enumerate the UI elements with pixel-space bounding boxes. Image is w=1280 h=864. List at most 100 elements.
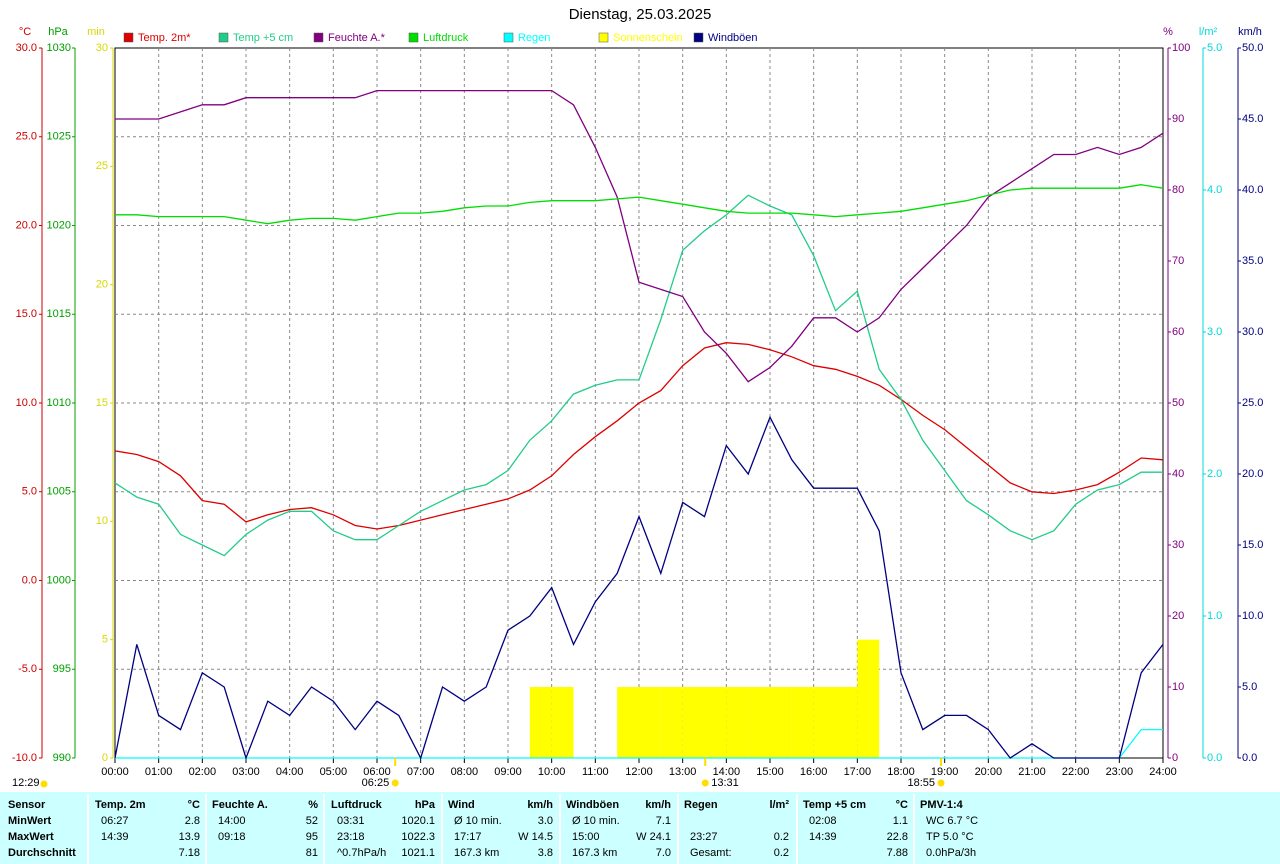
sun-icon xyxy=(937,779,945,787)
sunshine-bar xyxy=(660,687,683,758)
y-tick-label: 0.0 xyxy=(1207,752,1222,764)
table-corner: Sensor xyxy=(8,799,46,811)
y-tick-label: 45.0 xyxy=(1242,113,1263,125)
y-tick-label: 20.0 xyxy=(1242,468,1263,480)
series-line xyxy=(115,184,1164,225)
cell-right: W 24.1 xyxy=(636,831,671,843)
x-tick-label: 17:00 xyxy=(844,766,872,778)
sunshine-bar xyxy=(748,687,770,758)
day-length: 12:29 xyxy=(12,777,40,789)
cell-right: 7.88 xyxy=(887,847,908,859)
legend-label: Sonnenschein xyxy=(613,32,683,44)
column-name: Feuchte A. xyxy=(212,799,268,811)
y-tick-label: -5.0 xyxy=(18,663,37,675)
y-tick-label: 2.0 xyxy=(1207,468,1222,480)
row-label: MinWert xyxy=(8,815,52,827)
x-tick-label: 12:00 xyxy=(625,766,653,778)
y-tick-label: 30.0 xyxy=(1242,326,1263,338)
y-tick-label: 20.0 xyxy=(16,219,37,231)
y-tick-label: 5.0 xyxy=(1207,42,1222,54)
x-tick-label: 19:00 xyxy=(931,766,959,778)
sunshine-bar xyxy=(813,687,836,758)
y-tick-label: 20 xyxy=(1172,610,1184,622)
y-tick-label: 25.0 xyxy=(16,131,37,143)
cell-left: TP 5.0 °C xyxy=(926,831,974,843)
cell-right: 95 xyxy=(306,831,318,843)
x-tick-label: 24:00 xyxy=(1149,766,1177,778)
y-tick-label: 50 xyxy=(1172,397,1184,409)
column-name: Windböen xyxy=(566,799,619,811)
x-tick-label: 11:00 xyxy=(582,766,609,778)
cell-left: Ø 10 min. xyxy=(454,815,502,827)
sun-time: 13:31 xyxy=(711,777,739,789)
sun-icon xyxy=(701,779,709,787)
y-tick-label: 4.0 xyxy=(1207,184,1222,196)
row-label: MaxWert xyxy=(8,831,54,843)
y-tick-label: 1.0 xyxy=(1207,610,1222,622)
legend-swatch xyxy=(313,32,324,43)
x-tick-label: 00:00 xyxy=(101,766,129,778)
stats-background xyxy=(0,792,1280,864)
cell-right: 7.0 xyxy=(656,847,671,859)
cell-right: 22.8 xyxy=(887,831,908,843)
y-tick-label: 80 xyxy=(1172,184,1184,196)
column-name: Regen xyxy=(684,799,718,811)
sunshine-bar xyxy=(835,687,858,758)
y-tick-label: 40 xyxy=(1172,468,1184,480)
cell-right: 0.2 xyxy=(774,847,789,859)
y-tick-label: 1010 xyxy=(47,397,71,409)
x-tick-label: 23:00 xyxy=(1106,766,1134,778)
axis-unit: °C xyxy=(19,26,31,38)
cell-right: 2.8 xyxy=(185,815,200,827)
sunshine-bar xyxy=(726,687,749,758)
cell-left: 14:00 xyxy=(218,815,246,827)
y-tick-label: 15.0 xyxy=(1242,539,1263,551)
y-tick-label: 0.0 xyxy=(22,574,37,586)
x-tick-label: 01:00 xyxy=(145,766,173,778)
cell-left: 14:39 xyxy=(809,831,837,843)
legend-label: Luftdruck xyxy=(423,32,469,44)
x-tick-label: 04:00 xyxy=(276,766,304,778)
row-label: Durchschnitt xyxy=(8,847,76,859)
series-line xyxy=(114,342,1164,530)
sunshine-bar xyxy=(639,687,661,758)
column-name: Luftdruck xyxy=(331,799,383,811)
x-tick-label: 06:00 xyxy=(363,766,391,778)
y-tick-label: 60 xyxy=(1172,326,1184,338)
legend-label: Regen xyxy=(518,32,550,44)
cell-right: 1.1 xyxy=(893,815,908,827)
y-tick-label: 10.0 xyxy=(1242,610,1263,622)
y-tick-label: 0 xyxy=(1172,752,1178,764)
y-tick-label: 20 xyxy=(96,279,108,291)
y-tick-label: 1005 xyxy=(47,486,71,498)
sunshine-bar xyxy=(682,687,705,758)
series-line xyxy=(114,194,1163,557)
sunshine-bar xyxy=(770,687,792,758)
y-tick-label: 30.0 xyxy=(16,42,37,54)
legend-label: Temp +5 cm xyxy=(233,32,293,44)
axis-unit: l/m² xyxy=(1199,26,1218,38)
cell-left: 03:31 xyxy=(337,815,365,827)
x-tick-label: 18:00 xyxy=(887,766,915,778)
legend-swatch xyxy=(408,32,419,43)
cell-left: 0.0hPa/3h xyxy=(926,847,976,859)
axis-unit: hPa xyxy=(48,26,68,38)
y-tick-label: 10 xyxy=(1172,681,1184,693)
cell-right: 1020.1 xyxy=(401,815,435,827)
x-tick-label: 09:00 xyxy=(494,766,522,778)
y-tick-label: 995 xyxy=(53,663,71,675)
sunshine-bar xyxy=(791,687,814,758)
cell-left: 167.3 km xyxy=(572,847,617,859)
x-tick-label: 20:00 xyxy=(975,766,1003,778)
sunshine-bar xyxy=(617,687,639,758)
sunshine-bar xyxy=(529,687,552,758)
cell-left: 167.3 km xyxy=(454,847,499,859)
cell-right: 52 xyxy=(306,815,318,827)
column-unit: hPa xyxy=(415,799,436,811)
y-tick-label: 15 xyxy=(96,397,108,409)
cell-left: 14:39 xyxy=(101,831,129,843)
y-tick-label: 35.0 xyxy=(1242,255,1263,267)
x-tick-label: 03:00 xyxy=(232,766,260,778)
y-tick-label: 1015 xyxy=(47,308,71,320)
